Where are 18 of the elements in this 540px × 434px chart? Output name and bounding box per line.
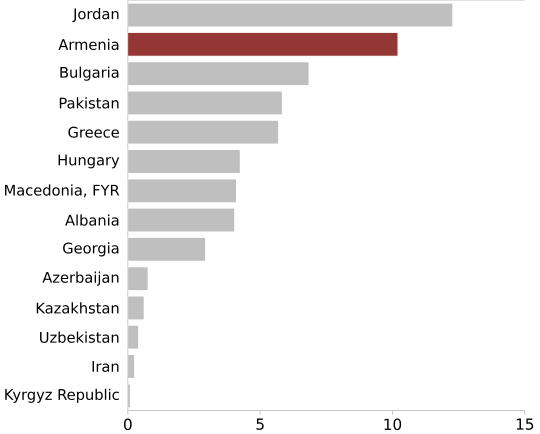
y-tick-label: Bulgaria (60, 66, 118, 81)
y-tick-label: Georgia (63, 242, 118, 257)
x-tick-label: 0 (124, 418, 132, 430)
y-tick-label: Jordan (72, 8, 118, 22)
y-tick-label: Albania (65, 214, 118, 226)
y-tick-label: Uzbekistan (40, 332, 118, 344)
y-tick-label: Kyrgyz Republic (5, 388, 119, 404)
x-tick-label: 15 (516, 418, 534, 430)
y-tick-label: Greece (68, 126, 119, 138)
y-tick-label: Hungary (58, 154, 120, 169)
y-tick-label: Macedonia, FYR (5, 184, 120, 198)
y-tick-label: Kazakhstan (36, 302, 118, 314)
x-tick-label: 5 (256, 418, 264, 430)
y-tick-label: Iran (92, 361, 118, 372)
y-tick-label: Pakistan (60, 97, 118, 109)
x-tick-label: 10 (384, 418, 402, 430)
y-tick-label: Azerbaijan (42, 272, 118, 286)
y-tick-label: Armenia (58, 38, 118, 50)
